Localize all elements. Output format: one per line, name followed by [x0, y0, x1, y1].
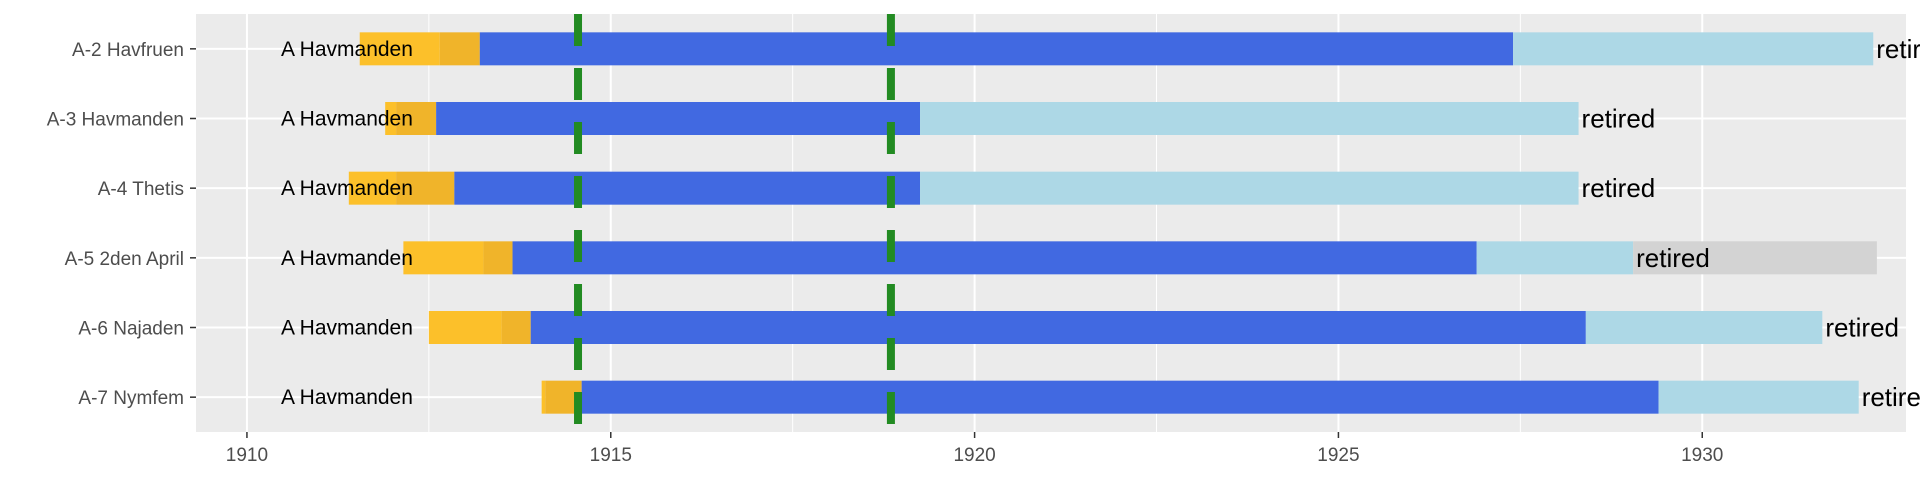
- bar-segment-active-service: [530, 311, 1586, 344]
- bar-segment-construction-dark: [396, 171, 455, 205]
- bar-segment-active-service: [581, 380, 1659, 414]
- bar-segment-construction-light: [428, 311, 502, 344]
- end-label: retired: [1582, 173, 1656, 203]
- x-tick-label: 1915: [590, 445, 632, 466]
- bar-segment-construction-light: [403, 241, 484, 275]
- bar-segment-construction-light: [359, 32, 440, 66]
- bar-segment-active-service: [454, 171, 921, 205]
- y-tick-label: A-7 Nymfem: [78, 388, 184, 409]
- bar-segment-construction-light: [541, 380, 546, 414]
- end-label: retired: [1636, 243, 1710, 273]
- class-label: A Havmanden: [281, 247, 413, 270]
- y-tick-label: A-2 Havfruen: [72, 40, 184, 61]
- class-label: A Havmanden: [281, 386, 413, 409]
- y-tick-label: A-3 Havmanden: [47, 110, 184, 131]
- bar-segments: [348, 32, 1877, 414]
- bar-segment-later-service: [920, 102, 1579, 135]
- x-tick-label: 1925: [1317, 445, 1359, 466]
- x-axis: 1910 1915 1920 1925 1930: [226, 432, 1723, 466]
- bar-segment-later-service: [1658, 380, 1859, 414]
- bar-segment-construction-light: [385, 102, 397, 135]
- bar-segment-stored: [1633, 241, 1877, 275]
- class-label: A Havmanden: [281, 317, 413, 340]
- bar-segment-construction-dark: [396, 102, 437, 135]
- class-label: A Havmanden: [281, 177, 413, 200]
- x-tick-label: 1920: [953, 445, 995, 466]
- end-label: retired: [1825, 313, 1899, 343]
- bar-segment-construction-light: [348, 171, 397, 205]
- class-label: A Havmanden: [281, 108, 413, 131]
- end-labels: retired retired retired retired retired retir…: [1582, 34, 1920, 412]
- end-label: retired: [1582, 104, 1656, 134]
- y-tick-label: A-5 2den April: [65, 249, 184, 270]
- bar-segment-construction-dark: [439, 32, 480, 66]
- bar-segment-construction-dark: [501, 311, 531, 344]
- x-tick-label: 1910: [226, 445, 268, 466]
- y-tick-label: A-6 Najaden: [78, 319, 184, 340]
- end-label: retired: [1862, 382, 1920, 412]
- x-tick-label: 1930: [1681, 445, 1723, 466]
- bar-segment-active-service: [479, 32, 1514, 66]
- bar-segment-active-service: [512, 241, 1477, 275]
- bar-segment-later-service: [1476, 241, 1634, 275]
- y-tick-label: A-4 Thetis: [98, 179, 184, 200]
- bar-segment-later-service: [1513, 32, 1874, 66]
- bar-segment-later-service: [1585, 311, 1823, 344]
- bar-segment-active-service: [436, 102, 921, 135]
- bar-segment-later-service: [920, 171, 1579, 205]
- end-label: retired: [1876, 34, 1920, 64]
- y-axis: A-2 Havfruen A-3 Havmanden A-4 Thetis A-5 2…: [47, 40, 196, 409]
- bar-segment-construction-dark: [483, 241, 513, 275]
- plot-panel: [196, 14, 1906, 432]
- reference-lines: [574, 14, 895, 432]
- class-labels: A Havmanden A Havmanden A Havmanden A Havma…: [281, 38, 413, 409]
- class-label: A Havmanden: [281, 38, 413, 61]
